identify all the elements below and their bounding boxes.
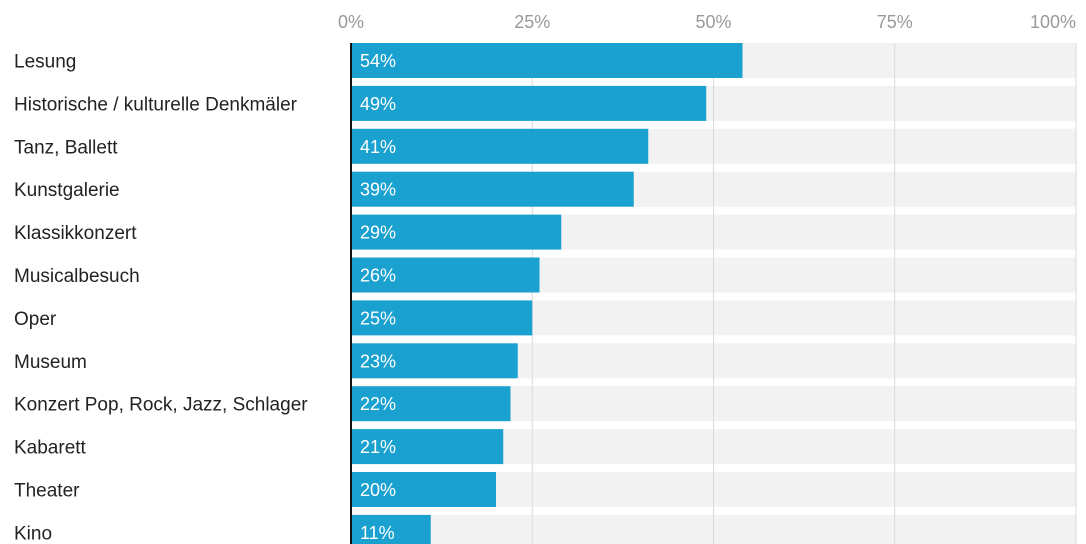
x-tick-label: 75% xyxy=(877,12,913,32)
bar xyxy=(351,128,649,164)
category-label: Klassikkonzert xyxy=(14,223,137,244)
x-tick-label: 0% xyxy=(338,12,364,32)
data-label: 41% xyxy=(360,137,396,157)
category-label: Konzert Pop, Rock, Jazz, Schlager xyxy=(14,395,308,416)
category-label: Oper xyxy=(14,309,57,330)
bar xyxy=(351,43,743,78)
category-label: Musicalbesuch xyxy=(14,266,140,287)
data-label: 20% xyxy=(360,480,396,500)
category-label: Kunstgalerie xyxy=(14,180,120,201)
bar xyxy=(351,171,634,207)
data-label: 29% xyxy=(360,223,396,243)
data-labels: 54% 49% 41% 39% 29% 26% 25% 23% 22% 21% 20% 11% xyxy=(360,51,396,543)
data-label: 49% xyxy=(360,94,396,114)
bar xyxy=(351,343,518,379)
bar xyxy=(351,514,431,544)
data-label: 11% xyxy=(360,523,395,543)
x-tick-label: 50% xyxy=(695,12,731,32)
category-label: Museum xyxy=(14,352,87,373)
category-label: Theater xyxy=(14,481,80,502)
bar xyxy=(351,429,504,465)
bar xyxy=(351,85,707,121)
bar xyxy=(351,300,533,336)
data-label: 39% xyxy=(360,180,396,200)
gridlines xyxy=(531,43,1077,544)
category-label: Kabarett xyxy=(14,438,87,459)
category-label: Historische / kulturelle Denkmäler xyxy=(14,94,298,115)
data-label: 26% xyxy=(360,266,396,286)
x-tick-label: 100% xyxy=(1030,12,1076,32)
data-label: 21% xyxy=(360,437,396,457)
data-label: 22% xyxy=(360,394,396,414)
category-label: Lesung xyxy=(14,52,76,73)
x-tick-label: 25% xyxy=(514,12,550,32)
category-label: Kino xyxy=(14,523,52,544)
bars xyxy=(351,43,743,544)
bar xyxy=(351,257,540,293)
data-label: 25% xyxy=(360,308,396,328)
category-label: Tanz, Ballett xyxy=(14,137,118,158)
x-axis-tick-labels: 0% 25% 50% 75% 100% xyxy=(338,12,1076,32)
data-label: 54% xyxy=(360,51,396,71)
bar xyxy=(351,472,496,507)
category-labels: Lesung Historische / kulturelle Denkmäler… xyxy=(14,52,308,544)
data-label: 23% xyxy=(360,351,396,371)
bar xyxy=(351,386,511,422)
bar xyxy=(351,214,562,250)
